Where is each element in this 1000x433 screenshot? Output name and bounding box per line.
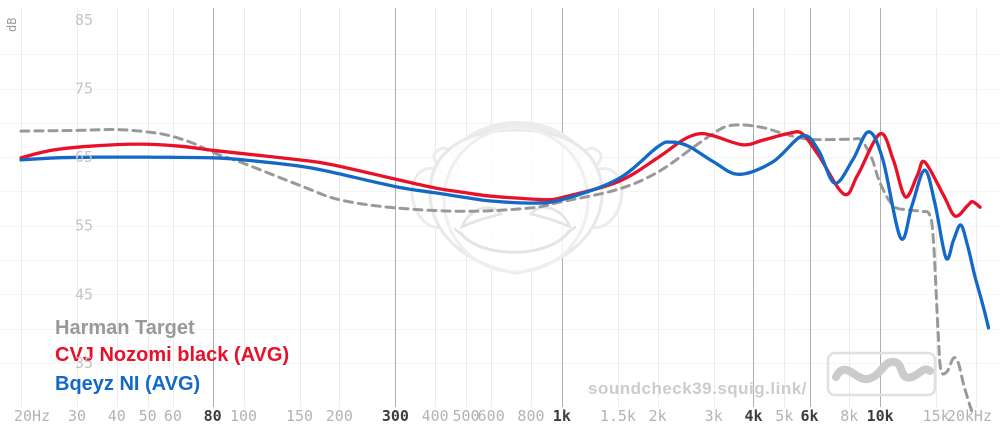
y-tick-75: 75	[75, 80, 93, 98]
legend-item-bqeyz-ni-avg[interactable]: Bqeyz NI (AVG)	[55, 373, 200, 395]
x-tick-300: 300	[382, 407, 409, 425]
x-tick-800: 800	[517, 407, 544, 425]
x-tick-80: 80	[204, 407, 222, 425]
x-tick-20kHz: 20kHz	[947, 407, 992, 425]
x-tick-100: 100	[230, 407, 257, 425]
legend-item-cvj-nozomi-black-avg[interactable]: CVJ Nozomi black (AVG)	[55, 344, 289, 366]
squig-link-logo-watermark	[826, 351, 937, 397]
mascot-right-eye	[528, 206, 573, 230]
mascot-smile-ticks	[453, 225, 577, 238]
y-tick-35: 35	[75, 354, 93, 372]
x-tick-400: 400	[422, 407, 449, 425]
legend-item-harman-target[interactable]: Harman Target	[55, 317, 195, 339]
y-tick-65: 65	[75, 148, 93, 166]
site-watermark: soundcheck39.squig.link/	[588, 379, 807, 398]
x-tick-150: 150	[286, 407, 313, 425]
x-tick-50: 50	[139, 407, 157, 425]
curve-cvj-nozomi-black-avg	[19, 130, 982, 218]
mascot-smile	[459, 229, 571, 254]
x-tick-3k: 3k	[705, 407, 723, 425]
x-tick-30: 30	[68, 407, 86, 425]
x-tick-4k: 4k	[744, 407, 762, 425]
x-tick-1.5k: 1.5k	[600, 407, 636, 425]
y-axis-tick-labels: 85 75 65 55 45 35	[75, 11, 93, 372]
curve-harman-target	[19, 123, 974, 415]
x-tick-15k: 15k	[923, 407, 950, 425]
x-tick-8k: 8k	[840, 407, 858, 425]
x-tick-20Hz: 20Hz	[14, 407, 50, 425]
x-tick-5k: 5k	[775, 407, 793, 425]
x-tick-6k: 6k	[801, 407, 819, 425]
x-tick-200: 200	[326, 407, 353, 425]
curve-bqeyz-ni-avg	[19, 130, 991, 330]
fr-curves	[19, 123, 991, 415]
mascot-skull	[442, 126, 590, 274]
squig-logo-squiggle-icon	[832, 357, 934, 384]
y-tick-55: 55	[75, 217, 93, 235]
x-tick-60: 60	[164, 407, 182, 425]
y-tick-45: 45	[75, 285, 93, 303]
x-tick-40: 40	[108, 407, 126, 425]
mascot-left-eye	[459, 206, 504, 230]
x-tick-1k: 1k	[553, 407, 571, 425]
legend: Harman Target CVJ Nozomi black (AVG) Bqeyz…	[55, 317, 289, 395]
x-tick-500: 500	[452, 407, 479, 425]
y-axis-unit-label: dB	[5, 18, 19, 32]
x-tick-10k: 10k	[867, 407, 894, 425]
squig-logo-frame	[826, 351, 937, 397]
y-tick-85: 85	[75, 11, 93, 29]
x-tick-2k: 2k	[649, 407, 667, 425]
x-tick-600: 600	[478, 407, 505, 425]
